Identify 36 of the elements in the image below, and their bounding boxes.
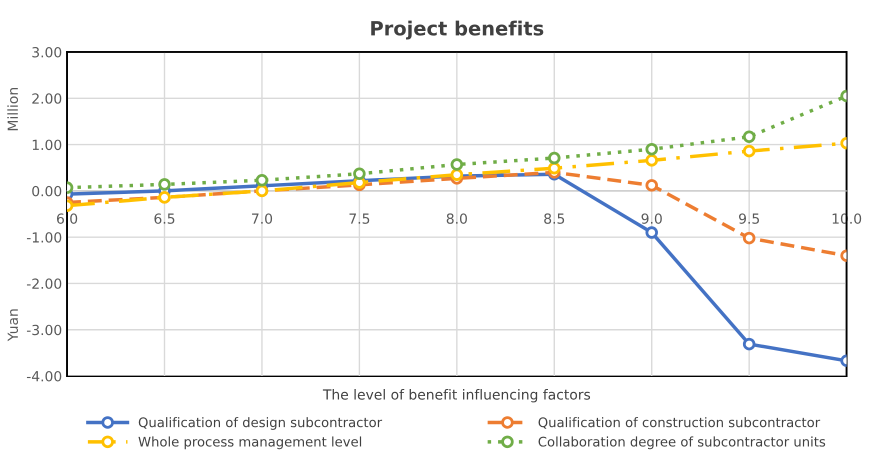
chart-title: Project benefits (371, 20, 544, 40)
x-tick-label: 7.5 (349, 214, 370, 224)
point (645, 179, 658, 192)
point (645, 142, 658, 156)
x-tick-label: 6.5 (154, 213, 174, 224)
x-axis-title: The level of benefit influencing factors (322, 388, 590, 402)
point (548, 152, 561, 164)
x-tick-label: 8.5 (544, 213, 564, 224)
y-tick-label: 1.00 (32, 140, 62, 150)
point (742, 338, 756, 350)
y-tick-label: -1.00 (26, 232, 62, 243)
point (158, 178, 171, 191)
legend-label: Whole process management level (138, 436, 362, 450)
point (645, 154, 658, 167)
y-tick-label: -3.00 (26, 324, 62, 336)
x-tick-label: 8.0 (446, 213, 467, 224)
y-tick-label: 3.00 (32, 47, 62, 58)
point (742, 232, 756, 244)
legend-label: Collaboration degree of subcontractor units (538, 436, 826, 450)
point (645, 226, 658, 239)
legend-label: Qualification of construction subcontractor (538, 417, 820, 429)
point (742, 144, 756, 158)
point (742, 130, 756, 143)
point (450, 158, 464, 171)
y-tick-label: -2.00 (26, 278, 62, 289)
x-tick-label: 7.0 (252, 213, 272, 224)
point (256, 174, 268, 186)
legend-label: Qualification of design subcontractor (138, 417, 382, 430)
x-tick-label: 9.0 (642, 213, 662, 224)
x-tick-label: 9.5 (739, 213, 759, 224)
y-axis-title: Yuan Million (7, 88, 18, 342)
point (353, 168, 366, 180)
y-tick-label: 0.00 (32, 186, 62, 196)
y-tick-label: 2.00 (32, 93, 62, 104)
y-tick-label: -4.00 (26, 371, 62, 382)
point (548, 162, 561, 174)
